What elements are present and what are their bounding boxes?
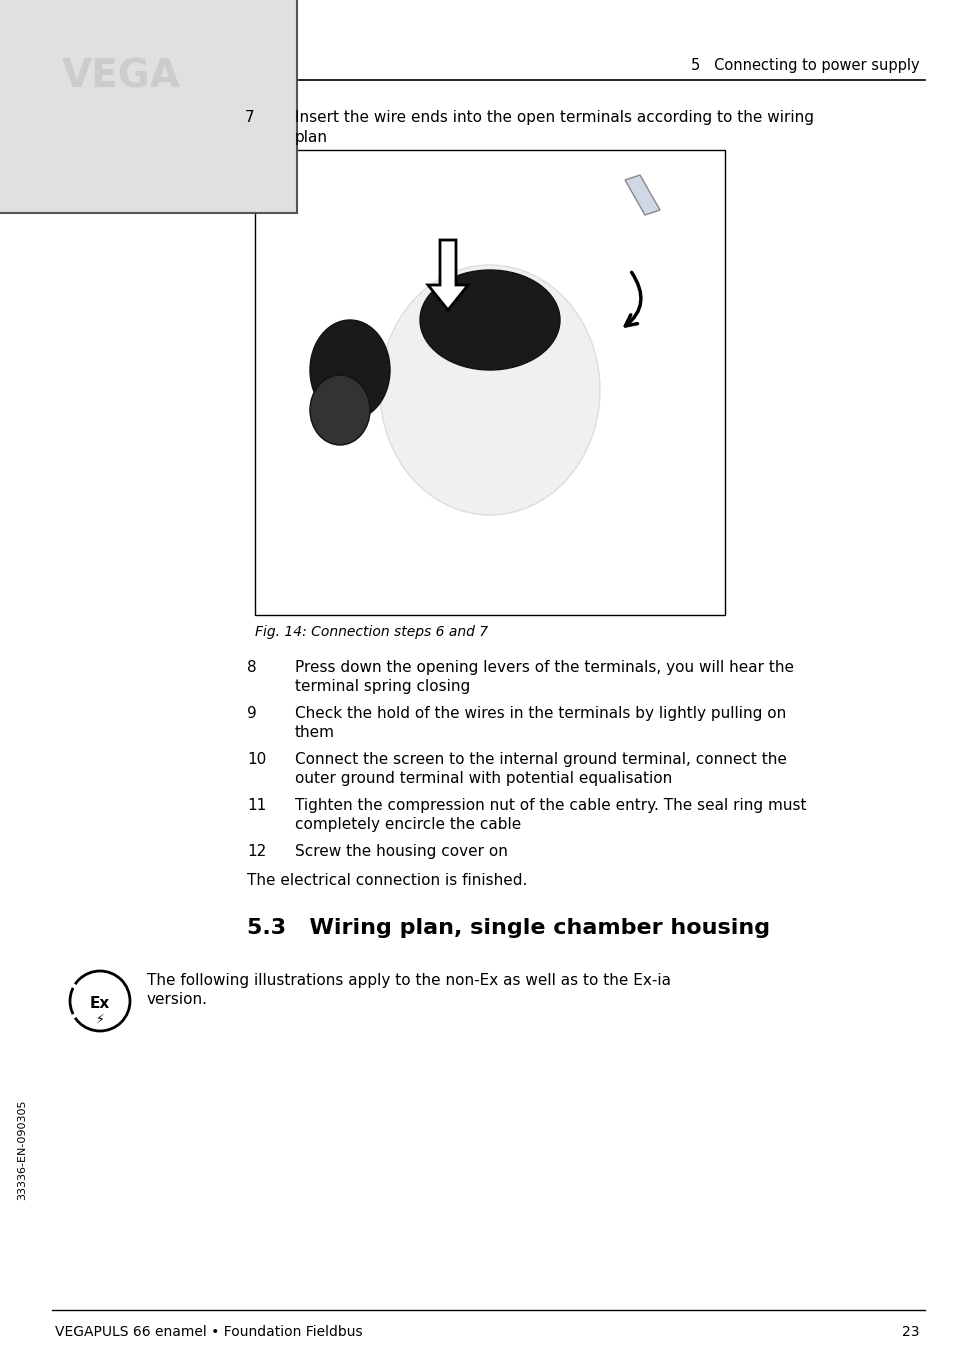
Text: 23: 23 bbox=[902, 1326, 919, 1339]
Text: 5   Connecting to power supply: 5 Connecting to power supply bbox=[691, 58, 919, 73]
Ellipse shape bbox=[310, 375, 370, 445]
FancyArrowPatch shape bbox=[624, 272, 640, 326]
Text: 5.3   Wiring plan, single chamber housing: 5.3 Wiring plan, single chamber housing bbox=[247, 918, 769, 938]
Text: Fig. 14: Connection steps 6 and 7: Fig. 14: Connection steps 6 and 7 bbox=[254, 626, 488, 639]
Text: ⚡: ⚡ bbox=[95, 1013, 104, 1026]
Text: 9: 9 bbox=[247, 705, 256, 720]
Text: Tighten the compression nut of the cable entry. The seal ring must: Tighten the compression nut of the cable… bbox=[294, 798, 805, 812]
Text: Ex: Ex bbox=[90, 997, 110, 1011]
Text: VEGA: VEGA bbox=[64, 58, 183, 96]
Bar bbox=[256, 152, 722, 613]
Text: 8: 8 bbox=[247, 659, 256, 676]
Text: 10: 10 bbox=[247, 751, 266, 766]
Ellipse shape bbox=[419, 269, 559, 370]
Circle shape bbox=[70, 971, 130, 1030]
Text: Check the hold of the wires in the terminals by lightly pulling on: Check the hold of the wires in the termi… bbox=[294, 705, 785, 720]
Text: Press down the opening levers of the terminals, you will hear the: Press down the opening levers of the ter… bbox=[294, 659, 793, 676]
Text: Screw the housing cover on: Screw the housing cover on bbox=[294, 844, 507, 858]
Text: Insert the wire ends into the open terminals according to the wiring: Insert the wire ends into the open termi… bbox=[294, 110, 813, 125]
Text: The following illustrations apply to the non-Ex as well as to the Ex-ia: The following illustrations apply to the… bbox=[147, 974, 670, 988]
Ellipse shape bbox=[379, 265, 599, 515]
Text: 12: 12 bbox=[247, 844, 266, 858]
Text: 7: 7 bbox=[245, 110, 254, 125]
Text: them: them bbox=[294, 724, 335, 741]
Ellipse shape bbox=[310, 320, 390, 420]
Text: 33336-EN-090305: 33336-EN-090305 bbox=[17, 1099, 27, 1200]
Text: VEGA: VEGA bbox=[62, 58, 180, 96]
Text: The electrical connection is finished.: The electrical connection is finished. bbox=[247, 873, 527, 888]
Text: VEGA: VEGA bbox=[63, 58, 182, 96]
Text: outer ground terminal with potential equalisation: outer ground terminal with potential equ… bbox=[294, 770, 672, 787]
Text: plan: plan bbox=[294, 130, 328, 145]
Polygon shape bbox=[428, 240, 468, 310]
Text: Connect the screen to the internal ground terminal, connect the: Connect the screen to the internal groun… bbox=[294, 751, 786, 766]
Bar bbox=[254, 150, 724, 615]
Text: 11: 11 bbox=[247, 798, 266, 812]
Text: completely encircle the cable: completely encircle the cable bbox=[294, 816, 520, 831]
Text: VEGAPULS 66 enamel • Foundation Fieldbus: VEGAPULS 66 enamel • Foundation Fieldbus bbox=[55, 1326, 362, 1339]
Text: terminal spring closing: terminal spring closing bbox=[294, 678, 470, 695]
Text: version.: version. bbox=[147, 992, 208, 1007]
Polygon shape bbox=[624, 175, 659, 215]
